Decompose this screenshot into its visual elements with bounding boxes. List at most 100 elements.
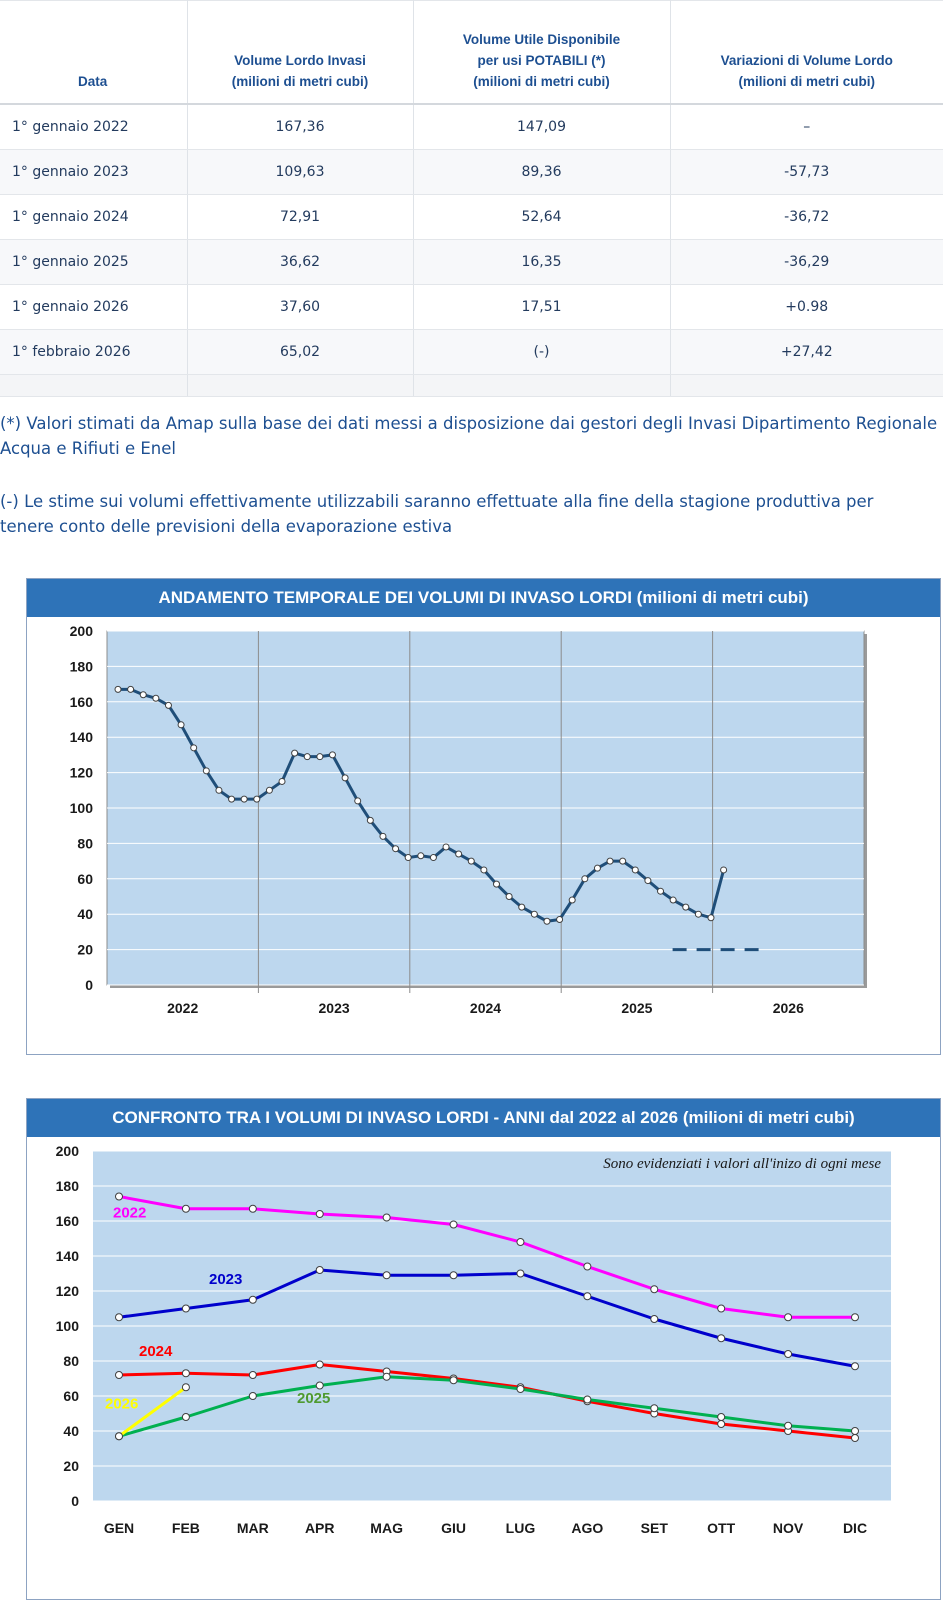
cell-variazione: – (670, 104, 943, 150)
y-tick-label: 40 (77, 906, 93, 922)
data-point-2025 (516, 1385, 525, 1393)
x-tick-label: 2024 (470, 1000, 501, 1016)
data-point (139, 691, 147, 699)
data-point (354, 797, 362, 805)
data-point-2025 (449, 1376, 458, 1385)
data-point (177, 721, 185, 729)
table-row: 1° febbraio 2026 65,02 (-) +27,42 (0, 329, 943, 375)
chart-confronto-svg: 0 20 40 60 80 100 120 140 160 180 200 GEN FEB MAR APR M… (56, 1143, 891, 1536)
data-point-2023 (315, 1266, 324, 1274)
footnote-line: tenere conto delle previsioni della evap… (0, 517, 453, 536)
data-point-2025 (248, 1392, 257, 1400)
data-point-2025 (382, 1372, 391, 1381)
x-tick-label: SET (641, 1520, 669, 1536)
y-tick-label: 80 (63, 1353, 79, 1369)
y-tick-label: 200 (56, 1143, 80, 1159)
y-tick-label: 180 (70, 658, 94, 674)
data-point (164, 701, 172, 709)
data-point-2025 (784, 1421, 793, 1430)
y-tick-label: 140 (70, 729, 94, 745)
data-point-2023 (851, 1362, 859, 1371)
data-point-2026 (115, 1432, 123, 1441)
y-tick-label: 20 (63, 1458, 79, 1474)
data-point-2022 (315, 1210, 324, 1218)
header-volume-lordo: Volume Lordo Invasi (milioni di metri cub… (187, 0, 414, 105)
header-date: Data (0, 0, 188, 105)
data-point-2025 (181, 1413, 190, 1421)
data-point-2023 (181, 1304, 190, 1313)
data-point (669, 896, 677, 904)
data-point (303, 753, 311, 761)
cell-utile: 17,51 (413, 284, 671, 330)
cell-utile: 52,64 (413, 194, 671, 240)
y-tick-label: 100 (56, 1318, 80, 1334)
data-point (341, 774, 349, 782)
data-point (631, 866, 639, 874)
table-header-row: Data Volume Lordo Invasi (milioni di metr… (0, 0, 943, 105)
series-line-2024 (118, 1363, 856, 1440)
data-point-2025 (650, 1404, 659, 1413)
data-point-2024 (181, 1369, 190, 1378)
chart-title: ANDAMENTO TEMPORALE DEI VOLUMI DI INVASO… (27, 579, 940, 617)
table-row: 1° gennaio 2024 72,91 52,64 -36,72 (0, 194, 943, 240)
cell-lordo: 65,02 (187, 329, 414, 375)
data-point (265, 786, 273, 794)
data-point-2024 (851, 1434, 859, 1442)
chart-title: CONFRONTO TRA I VOLUMI DI INVASO LORDI -… (27, 1099, 940, 1137)
cell-utile: 89,36 (413, 149, 671, 195)
series-line-2026 (118, 1386, 187, 1438)
table-row: 1° gennaio 2022 167,36 147,09 – (0, 104, 943, 150)
x-tick-label: MAG (370, 1520, 403, 1536)
data-point-2023 (382, 1271, 391, 1280)
cell-date: 1° febbraio 2026 (0, 329, 188, 375)
x-tick-label: 2026 (773, 1000, 804, 1016)
data-point (316, 753, 324, 761)
y-tick-label: 140 (56, 1248, 80, 1264)
x-tick-label: OTT (707, 1520, 735, 1536)
x-tick-label: LUG (506, 1520, 536, 1536)
cell-utile: 16,35 (413, 239, 671, 285)
series-label-2025: 2025 (297, 1390, 330, 1407)
data-point-2025 (583, 1395, 592, 1404)
data-point (505, 893, 513, 900)
cell-date: 1° gennaio 2023 (0, 149, 188, 195)
data-point (429, 854, 437, 862)
footnote-line: (*) Valori stimati da Amap sulla base de… (0, 414, 938, 433)
data-point-2024 (315, 1360, 324, 1369)
data-point (455, 850, 463, 858)
x-tick-label: AGO (571, 1520, 603, 1536)
y-tick-label: 160 (56, 1213, 80, 1229)
data-point (202, 767, 210, 775)
data-point-2022 (583, 1262, 592, 1271)
cell-lordo: 109,63 (187, 149, 414, 195)
y-tick-label: 0 (71, 1493, 79, 1509)
data-point-2023 (115, 1313, 123, 1322)
data-point (480, 866, 488, 874)
data-point (328, 751, 336, 759)
series-line-2025 (118, 1375, 856, 1438)
data-point (568, 896, 576, 904)
data-point (392, 845, 400, 853)
series-label-2022: 2022 (113, 1205, 146, 1222)
chart-andamento-temporale: ANDAMENTO TEMPORALE DEI VOLUMI DI INVASO… (26, 578, 941, 1055)
data-point (619, 857, 627, 865)
data-point (543, 917, 551, 925)
table-row-empty (0, 374, 943, 397)
data-point-2022 (784, 1313, 793, 1322)
data-point (366, 816, 374, 824)
y-tick-label: 40 (63, 1423, 79, 1439)
data-point-2024 (248, 1371, 257, 1379)
data-point-2022 (516, 1238, 525, 1246)
cell-lordo: 72,91 (187, 194, 414, 240)
data-point (720, 866, 728, 874)
data-point (493, 880, 500, 888)
chart-andamento-svg: 0 20 40 60 80 100 120 140 160 180 200 2022 2023 2024 2… (70, 623, 867, 1016)
reservoir-volume-table: Data Volume Lordo Invasi (milioni di metr… (0, 0, 943, 397)
data-point (417, 852, 425, 860)
data-point (442, 843, 450, 851)
data-point (215, 786, 223, 794)
cell-lordo: 36,62 (187, 239, 414, 285)
data-point-2022 (851, 1313, 859, 1322)
table-row: 1° gennaio 2026 37,60 17,51 +0.98 (0, 284, 943, 330)
series-label-2026: 2026 (105, 1395, 138, 1412)
